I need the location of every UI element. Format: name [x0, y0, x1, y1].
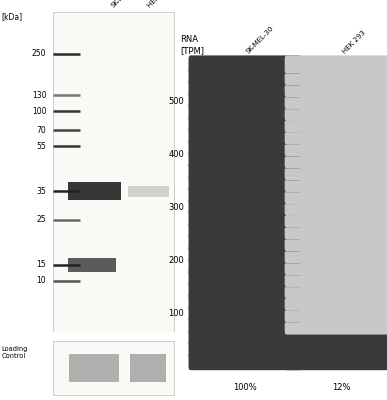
FancyBboxPatch shape [188, 162, 301, 180]
Text: 12%: 12% [332, 382, 350, 392]
FancyBboxPatch shape [285, 269, 387, 287]
FancyBboxPatch shape [188, 79, 301, 97]
FancyBboxPatch shape [188, 257, 301, 275]
Text: 100: 100 [32, 107, 46, 116]
FancyBboxPatch shape [285, 91, 387, 109]
FancyBboxPatch shape [188, 91, 301, 109]
Text: 250: 250 [32, 49, 46, 58]
FancyBboxPatch shape [285, 67, 387, 86]
Text: 100%: 100% [233, 382, 257, 392]
FancyBboxPatch shape [188, 138, 301, 157]
FancyBboxPatch shape [285, 222, 387, 240]
Text: SK-MEL-30: SK-MEL-30 [110, 0, 139, 9]
FancyBboxPatch shape [188, 281, 301, 299]
FancyBboxPatch shape [188, 304, 301, 323]
FancyBboxPatch shape [188, 198, 301, 216]
FancyBboxPatch shape [188, 245, 301, 264]
FancyBboxPatch shape [285, 281, 387, 299]
FancyBboxPatch shape [285, 304, 387, 323]
FancyBboxPatch shape [188, 340, 301, 358]
Text: 15: 15 [37, 260, 46, 269]
Text: 35: 35 [36, 187, 46, 196]
Text: SK-MEL-30: SK-MEL-30 [245, 25, 275, 55]
Text: 300: 300 [168, 203, 184, 212]
FancyBboxPatch shape [285, 55, 387, 74]
FancyBboxPatch shape [285, 352, 387, 370]
FancyBboxPatch shape [188, 222, 301, 240]
FancyBboxPatch shape [188, 316, 301, 334]
FancyBboxPatch shape [188, 103, 301, 121]
FancyBboxPatch shape [53, 341, 175, 395]
FancyBboxPatch shape [285, 245, 387, 264]
Text: 10: 10 [37, 276, 46, 285]
FancyBboxPatch shape [188, 126, 301, 145]
FancyBboxPatch shape [188, 150, 301, 168]
FancyBboxPatch shape [285, 162, 387, 180]
Text: High: High [86, 342, 103, 350]
Text: 70: 70 [36, 126, 46, 135]
Text: 400: 400 [169, 150, 184, 159]
FancyBboxPatch shape [188, 210, 301, 228]
FancyBboxPatch shape [285, 138, 387, 157]
Text: RNA
[TPM]: RNA [TPM] [180, 35, 204, 55]
FancyBboxPatch shape [285, 340, 387, 358]
Text: HEK 293: HEK 293 [147, 0, 172, 9]
FancyBboxPatch shape [285, 328, 387, 346]
FancyBboxPatch shape [188, 174, 301, 192]
FancyBboxPatch shape [188, 186, 301, 204]
FancyBboxPatch shape [285, 150, 387, 168]
FancyBboxPatch shape [285, 316, 387, 334]
FancyBboxPatch shape [285, 186, 387, 204]
FancyBboxPatch shape [188, 67, 301, 86]
Text: HEK 293: HEK 293 [341, 30, 366, 55]
Text: 500: 500 [169, 97, 184, 106]
FancyBboxPatch shape [285, 257, 387, 275]
FancyBboxPatch shape [188, 115, 301, 133]
FancyBboxPatch shape [188, 293, 301, 311]
FancyBboxPatch shape [53, 12, 175, 332]
Text: 130: 130 [32, 91, 46, 100]
FancyBboxPatch shape [285, 115, 387, 133]
FancyBboxPatch shape [285, 198, 387, 216]
Text: Loading
Control: Loading Control [2, 346, 28, 359]
FancyBboxPatch shape [285, 126, 387, 145]
FancyBboxPatch shape [285, 174, 387, 192]
FancyBboxPatch shape [188, 328, 301, 346]
Text: 200: 200 [169, 256, 184, 265]
FancyBboxPatch shape [188, 269, 301, 287]
Text: 100: 100 [169, 309, 184, 318]
FancyBboxPatch shape [188, 55, 301, 74]
FancyBboxPatch shape [285, 293, 387, 311]
FancyBboxPatch shape [188, 352, 301, 370]
FancyBboxPatch shape [285, 210, 387, 228]
Text: 25: 25 [37, 216, 46, 224]
FancyBboxPatch shape [285, 233, 387, 252]
Text: 55: 55 [36, 142, 46, 151]
Text: Low: Low [140, 342, 155, 350]
Text: [kDa]: [kDa] [2, 12, 23, 21]
FancyBboxPatch shape [188, 233, 301, 252]
FancyBboxPatch shape [285, 79, 387, 97]
FancyBboxPatch shape [285, 103, 387, 121]
